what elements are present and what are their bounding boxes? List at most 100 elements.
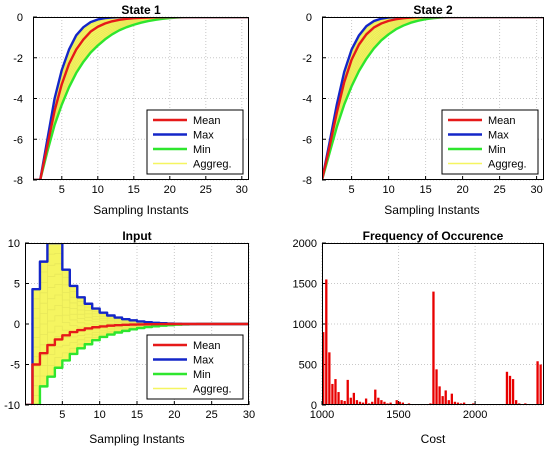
x-axis-label: Sampling Instants xyxy=(384,203,479,217)
x-tick-label: 10 xyxy=(382,184,394,196)
bar xyxy=(377,397,380,405)
y-tick-label: 10 xyxy=(8,238,20,250)
series-line-max xyxy=(322,17,544,180)
y-tick-label: 500 xyxy=(299,360,317,372)
bar xyxy=(536,361,539,405)
plot-content xyxy=(25,243,249,405)
legend-label: Aggreg. xyxy=(193,384,232,396)
x-tick-label: 15 xyxy=(131,409,143,421)
bar xyxy=(389,402,392,405)
bar xyxy=(322,332,325,405)
x-tick-label: 2000 xyxy=(463,409,487,421)
bar xyxy=(447,400,450,405)
aggregate-trajectory xyxy=(33,17,249,180)
y-tick-label: -4 xyxy=(302,94,312,106)
legend-label: Max xyxy=(488,130,509,142)
x-tick-label: 15 xyxy=(128,184,140,196)
series-line-min xyxy=(33,17,249,180)
bar xyxy=(380,400,383,405)
chart-state2: 5 10 15 20 25 30 0 -2 -4 -6 -8 State 2 Sampling Inst… xyxy=(302,3,544,217)
x-tick-label: 20 xyxy=(164,184,176,196)
legend-label: Mean xyxy=(193,115,221,127)
y-tick-label: -6 xyxy=(13,134,23,146)
bar xyxy=(361,402,365,405)
y-tick-label: 2000 xyxy=(293,238,317,250)
series-line-min xyxy=(322,17,544,180)
y-tick-label: -8 xyxy=(302,175,312,187)
bar xyxy=(328,352,331,405)
bars xyxy=(322,279,542,405)
bar xyxy=(343,400,346,405)
axes-frame xyxy=(25,243,249,405)
chart-title: Frequency of Occurence xyxy=(363,229,504,243)
chart-state1: 5 10 15 20 25 30 0 -2 -4 -6 -8 State 1 Sampling Inst… xyxy=(13,3,249,217)
x-tick-label: 25 xyxy=(206,409,218,421)
x-tick-label: 20 xyxy=(168,409,180,421)
x-tick-label: 5 xyxy=(349,184,355,196)
x-tick-label: 10 xyxy=(94,409,106,421)
y-tick-label: -10 xyxy=(4,400,20,412)
bar xyxy=(355,400,359,405)
chart-input: 5 10 15 20 25 30 10 5 0 -5 -10 Input Sampling Instan… xyxy=(4,229,255,446)
x-tick-label: 30 xyxy=(236,184,248,196)
x-tick-label: 10 xyxy=(92,184,104,196)
x-tick-label: 5 xyxy=(59,409,65,421)
legend-label: Min xyxy=(488,144,506,156)
x-tick-label: 20 xyxy=(456,184,468,196)
x-tick-label: 1000 xyxy=(310,409,334,421)
y-tick-label: 0 xyxy=(14,319,20,331)
bar xyxy=(514,400,518,405)
bar xyxy=(444,390,447,405)
aggregate-trajectory xyxy=(33,17,249,180)
bar xyxy=(374,389,377,405)
x-tick-label: 30 xyxy=(243,409,255,421)
legend: Mean Max Min Aggreg. xyxy=(146,334,244,400)
y-tick-label: 0 xyxy=(311,400,317,412)
bar xyxy=(453,401,457,405)
bar xyxy=(441,396,444,405)
y-tick-label: 0 xyxy=(17,12,23,24)
x-tick-label: 5 xyxy=(59,184,65,196)
bar xyxy=(358,401,362,405)
x-axis-label: Sampling Instants xyxy=(89,432,184,446)
bar xyxy=(456,402,460,405)
y-tick-label: 5 xyxy=(14,279,20,291)
series-line-max xyxy=(33,17,249,180)
bar xyxy=(401,402,404,405)
bar xyxy=(395,400,398,405)
legend-label: Max xyxy=(193,130,214,142)
legend-label: Mean xyxy=(488,115,516,127)
bar xyxy=(432,291,435,405)
legend-label: Min xyxy=(193,369,211,381)
chart-title: State 2 xyxy=(413,3,453,17)
chart-title: Input xyxy=(122,229,151,243)
chart-frequency: 1000 1500 2000 2000 1500 1000 500 0 Frequency of… xyxy=(293,229,544,446)
y-tick-label: -8 xyxy=(13,175,23,187)
y-tick-label: -2 xyxy=(302,53,312,65)
bar xyxy=(398,401,401,405)
aggregate-trajectory xyxy=(33,17,249,180)
y-tick-label: -6 xyxy=(302,134,312,146)
bar xyxy=(508,375,512,405)
chart-title: State 1 xyxy=(121,3,161,17)
y-tick-label: 0 xyxy=(306,12,312,24)
bar xyxy=(364,398,368,405)
legend: Mean Max Min Aggreg. xyxy=(441,109,539,175)
legend-label: Aggreg. xyxy=(193,159,232,171)
x-axis-label: Cost xyxy=(421,432,446,446)
legend-label: Max xyxy=(193,355,214,367)
bar xyxy=(539,364,542,405)
bar xyxy=(325,279,328,405)
bar xyxy=(505,371,509,405)
bar xyxy=(334,379,337,405)
y-tick-label: -2 xyxy=(13,53,23,65)
legend-label: Min xyxy=(193,144,211,156)
series-line-mean xyxy=(322,17,544,180)
legend: Mean Max Min Aggreg. xyxy=(146,109,244,175)
legend-label: Mean xyxy=(193,340,221,352)
aggregate-trajectory xyxy=(33,17,249,180)
bar xyxy=(383,401,386,405)
y-tick-label: 1000 xyxy=(293,319,317,331)
bar xyxy=(462,402,466,405)
